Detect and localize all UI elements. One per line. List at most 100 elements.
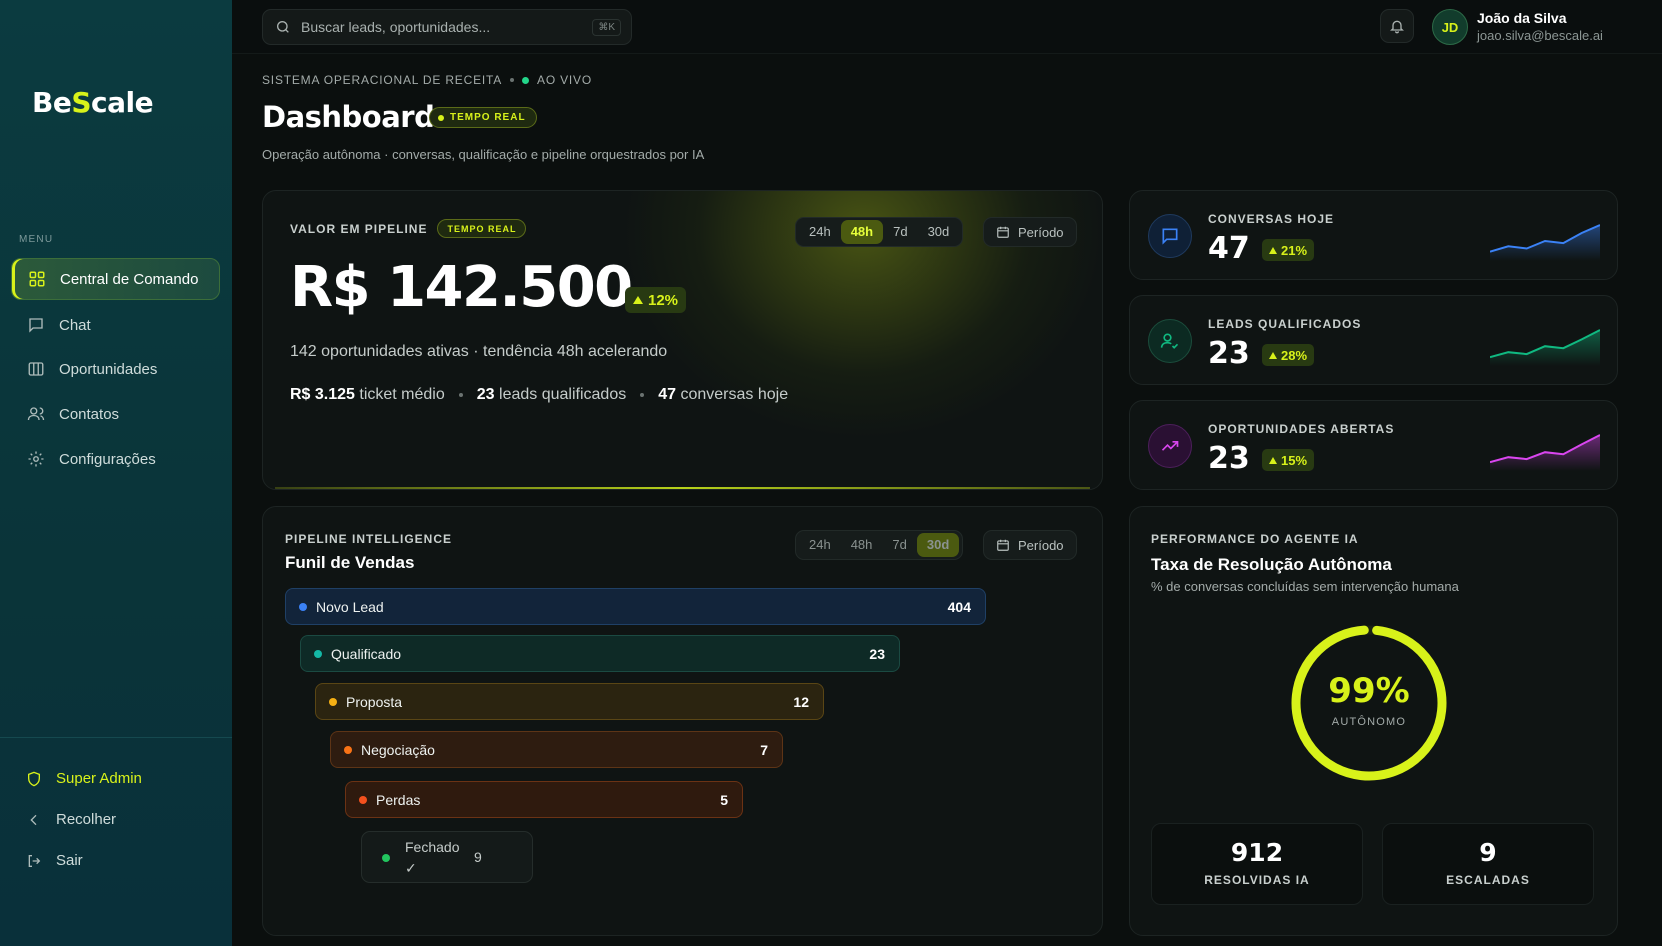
notifications-button[interactable] [1380, 9, 1414, 43]
range-48h[interactable]: 48h [840, 220, 884, 244]
user-check-icon [1160, 333, 1179, 349]
funnel-stage-proposta[interactable]: Proposta 12 [315, 683, 824, 720]
grid-icon [29, 271, 45, 287]
avatar[interactable]: JD [1432, 9, 1468, 45]
resolution-rate: 99% [1328, 671, 1410, 711]
funnel-stage-perdas[interactable]: Perdas 5 [345, 781, 743, 818]
up-arrow-icon [1269, 351, 1277, 359]
funnel-period-button[interactable]: Período [983, 530, 1077, 560]
sidebar-item-chat[interactable]: Chat [11, 304, 220, 346]
funnel-stage-qualificado[interactable]: Qualificado 23 [300, 635, 900, 672]
stage-count: 12 [793, 693, 809, 710]
stage-label: Fechado [405, 839, 460, 855]
eyebrow-text: SISTEMA OPERACIONAL DE RECEITA [262, 73, 503, 87]
range-24h[interactable]: 24h [809, 537, 831, 552]
pipeline-period-button[interactable]: Período [983, 217, 1077, 247]
sparkline-line [1490, 329, 1600, 359]
kpi-card-conversas[interactable]: CONVERSAS HOJE 47 21% [1129, 190, 1618, 280]
stage-label: Negociação [361, 741, 435, 758]
ai-performance-card: PERFORMANCE DO AGENTE IA Taxa de Resoluç… [1129, 506, 1618, 936]
sidebar-item-oportunidades[interactable]: Oportunidades [11, 348, 220, 390]
chevron-left-icon [30, 814, 37, 825]
sparkline [1490, 434, 1600, 471]
stage-label: Proposta [346, 693, 403, 710]
sidebar-item-label: Chat [59, 316, 91, 334]
collapse-button[interactable]: Recolher [26, 811, 116, 828]
user-email: joao.silva@bescale.ai [1477, 28, 1603, 43]
super-admin-label: Super Admin [56, 770, 142, 787]
pipeline-change: 12% [648, 291, 679, 309]
range-48h[interactable]: 48h [850, 537, 873, 552]
funnel-stage-novo-lead[interactable]: Novo Lead 404 [285, 588, 986, 625]
gear-icon [28, 451, 44, 467]
sidebar-item-contatos[interactable]: Contatos [11, 393, 220, 435]
up-arrow-icon [633, 296, 643, 304]
kpi-card-leads[interactable]: LEADS QUALIFICADOS 23 28% [1129, 295, 1618, 385]
funnel-stage-negociacao[interactable]: Negociação 7 [330, 731, 783, 768]
kpi-change: 15% [1281, 452, 1308, 468]
period-label: Período [1018, 224, 1064, 240]
shield-icon [28, 771, 40, 786]
search-icon [277, 21, 289, 33]
sidebar: BeScale MENU Central de Comando Chat Opo… [0, 0, 232, 946]
stage-label: Qualificado [331, 645, 402, 662]
kpi-label: CONVERSAS HOJE [1208, 212, 1335, 226]
sidebar-item-configuracoes[interactable]: Configurações [11, 438, 220, 480]
pipeline-value: R$ 142.500 [290, 255, 633, 320]
users-icon [27, 407, 45, 421]
bell-icon [1390, 20, 1404, 34]
kpi-label: LEADS QUALIFICADOS [1208, 317, 1362, 331]
range-30d[interactable]: 30d [916, 533, 960, 557]
sparkline-area [1490, 225, 1600, 261]
live-label: AO VIVO [537, 73, 592, 87]
kpi-change: 21% [1281, 242, 1308, 258]
shortcut-hint: ⌘K [592, 19, 621, 36]
pipeline-range-selector: 24h 48h 7d 30d [795, 217, 964, 247]
kpi-icon-wrap [1148, 214, 1192, 258]
perf-subtitle: % de conversas concluídas sem intervençã… [1151, 579, 1459, 594]
stage-dot-icon [359, 795, 367, 804]
stat-ticket: R$ 3.125 ticket médio [290, 386, 445, 403]
sidebar-item-label: Contatos [59, 405, 120, 423]
period-label: Período [1018, 537, 1064, 553]
range-30d[interactable]: 30d [927, 224, 950, 239]
user-name[interactable]: João da Silva [1477, 10, 1567, 26]
pipeline-summary: 142 oportunidades ativas · tendência 48h… [290, 343, 668, 360]
collapse-label: Recolher [56, 811, 117, 828]
live-indicator-icon [522, 76, 530, 84]
stage-label: Novo Lead [316, 598, 384, 615]
chat-icon [29, 318, 43, 333]
stat-leads: 23 leads qualificados [476, 386, 627, 403]
stage-count: 9 [474, 849, 482, 865]
sidebar-divider [0, 737, 232, 738]
sidebar-item-label: Oportunidades [59, 360, 158, 378]
kpi-value: 47 [1208, 231, 1250, 266]
stage-count: 5 [720, 791, 728, 808]
resolved-stat: 912 RESOLVIDAS IA [1151, 823, 1363, 905]
sidebar-item-central-de-comando[interactable]: Central de Comando [11, 258, 220, 300]
super-admin-link[interactable]: Super Admin [26, 770, 142, 787]
range-7d[interactable]: 7d [892, 537, 907, 552]
range-7d[interactable]: 7d [893, 224, 908, 239]
kpi-value: 23 [1208, 441, 1250, 476]
calendar-icon [997, 539, 1009, 551]
realtime-badge: TEMPO REAL [429, 107, 537, 128]
funnel-title: Funil de Vendas [285, 553, 415, 572]
columns-icon [28, 362, 44, 376]
range-24h[interactable]: 24h [809, 224, 831, 239]
chat-icon [1162, 228, 1178, 245]
logout-icon [28, 854, 41, 867]
funnel-stage-fechado[interactable]: Fechado ✓ 9 [361, 831, 533, 883]
page-title: Dashboard [262, 100, 435, 134]
logout-button[interactable]: Sair [26, 852, 83, 869]
search-input[interactable] [301, 19, 581, 35]
trending-up-icon [1161, 441, 1179, 451]
page-subtitle: Operação autônoma · conversas, qualifica… [262, 147, 705, 162]
realtime-badge-label: TEMPO REAL [450, 112, 526, 123]
kpi-label: OPORTUNIDADES ABERTAS [1208, 422, 1395, 436]
brand-logo[interactable]: BeScale [32, 86, 154, 119]
kpi-change-badge: 28% [1262, 344, 1315, 366]
search-bar[interactable]: ⌘K [262, 9, 632, 45]
kpi-card-oportunidades[interactable]: OPORTUNIDADES ABERTAS 23 15% [1129, 400, 1618, 490]
resolution-ring [1291, 625, 1447, 781]
